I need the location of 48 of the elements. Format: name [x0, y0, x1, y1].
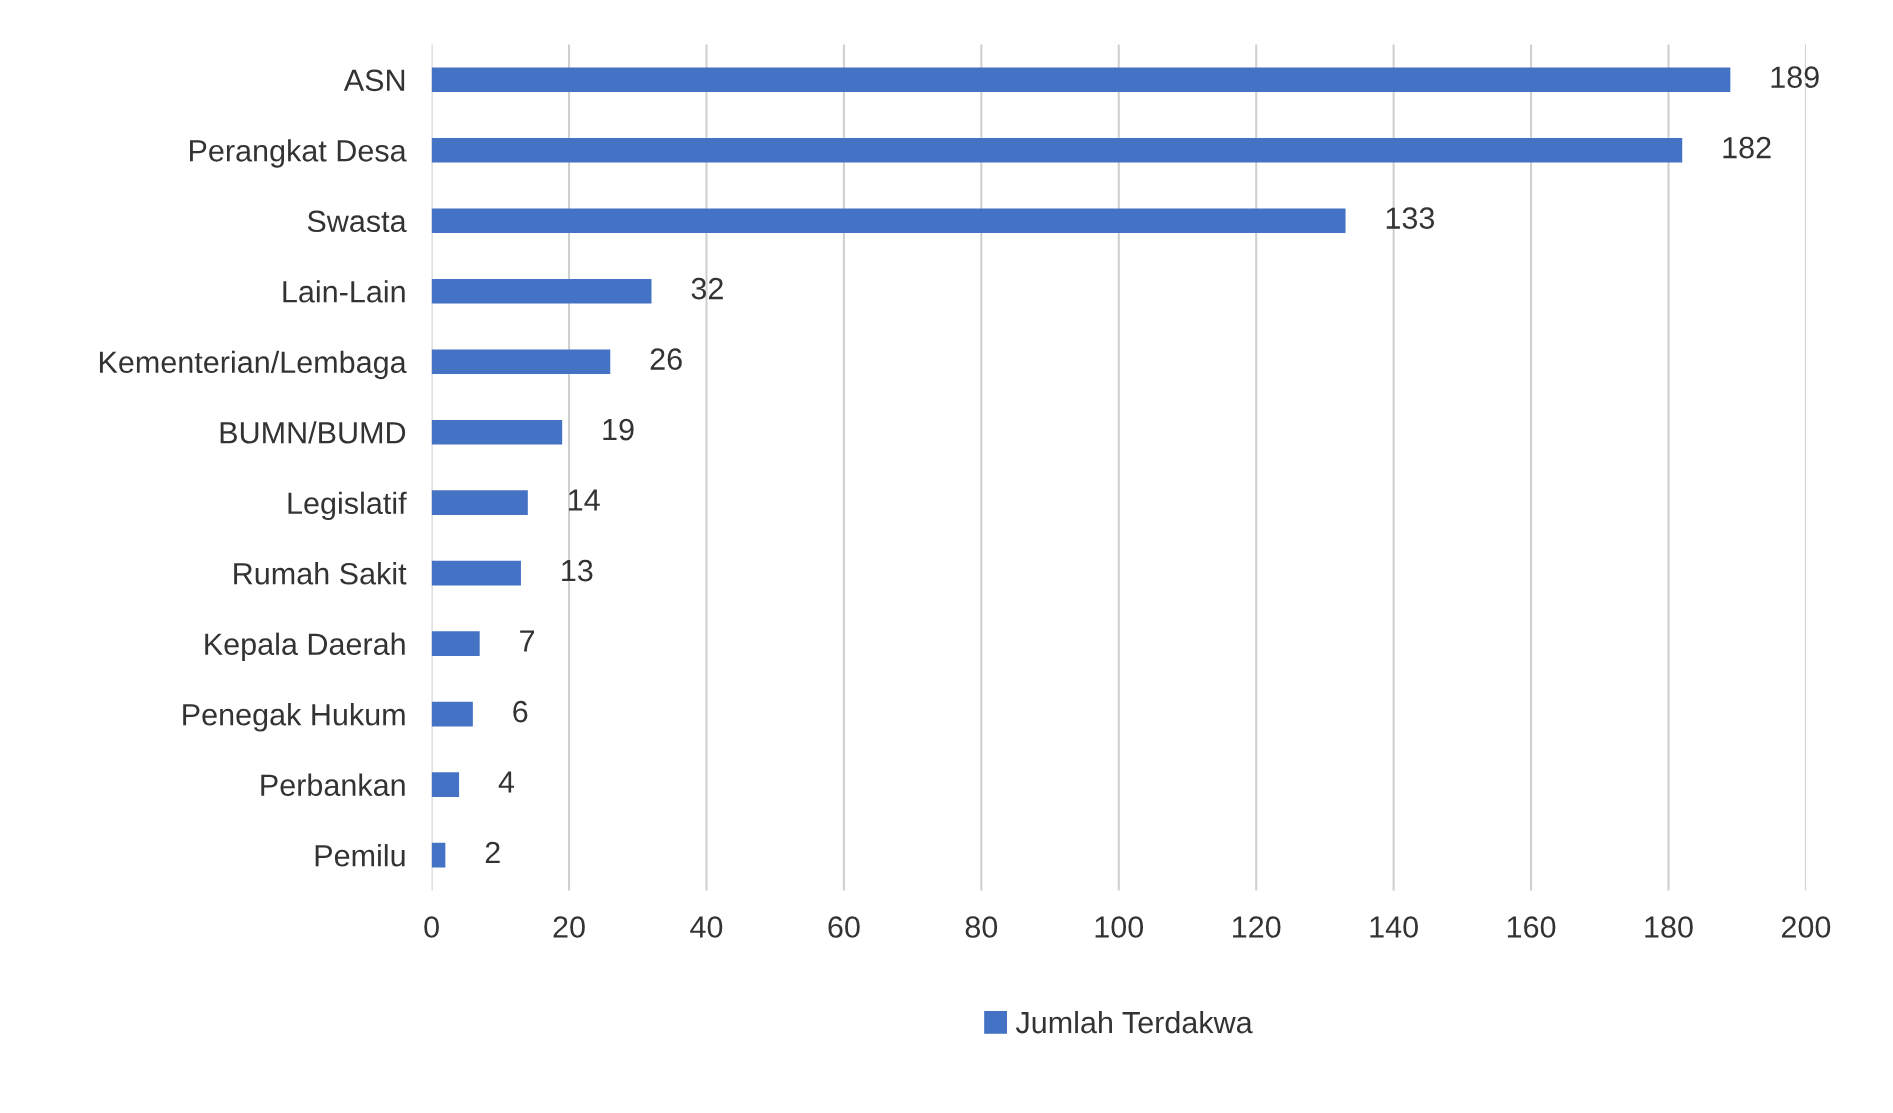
data-label: 26: [650, 348, 682, 370]
y-tick-label: Perangkat Desa: [190, 139, 407, 168]
x-tick-label: 120: [1233, 916, 1281, 938]
data-label: 133: [1386, 207, 1435, 229]
y-tick-label: Kementerian/Lembaga: [99, 350, 407, 380]
y-tick-label: Legislatif: [288, 491, 407, 521]
data-label: 182: [1723, 136, 1771, 159]
y-tick-label: Penegak Hukum: [183, 703, 405, 732]
bar: [431, 842, 446, 868]
x-tick-label: 100: [1095, 916, 1144, 938]
x-tick-label: 160: [1507, 916, 1556, 938]
bar: [431, 208, 1346, 234]
data-label: 14: [569, 489, 600, 511]
bar: [431, 772, 460, 797]
data-label: 6: [513, 700, 528, 723]
x-tick-label: 200: [1781, 916, 1831, 938]
x-tick-label: 60: [828, 916, 860, 938]
x-tick-label: 80: [965, 916, 998, 938]
y-tick-label: BUMN/BUMD: [220, 421, 406, 444]
data-label: 19: [603, 418, 634, 441]
bar: [431, 631, 480, 657]
data-label: 4: [498, 771, 515, 793]
y-tick-label: Pemilu: [315, 844, 405, 867]
bar: [431, 560, 521, 586]
bar: [431, 137, 1683, 163]
y-tick-label: Lain-Lain: [283, 280, 405, 303]
x-tick-label: 20: [553, 916, 585, 938]
data-label: 189: [1771, 66, 1819, 88]
x-tick-label: 180: [1645, 916, 1693, 938]
y-tick-label: ASN: [343, 69, 405, 92]
x-tick-label: 0: [424, 916, 439, 938]
y-tick-label: Rumah Sakit: [234, 562, 407, 585]
x-tick-label: 140: [1370, 916, 1418, 938]
data-label: 7: [520, 630, 535, 652]
bar: [431, 419, 563, 445]
bar: [431, 490, 528, 516]
bar: [431, 349, 611, 375]
bar: [431, 278, 652, 304]
data-label: 2: [485, 841, 500, 864]
legend-label: Jumlah Terdakwa: [1015, 1010, 1253, 1034]
y-tick-label: Kepala Daerah: [205, 632, 405, 662]
y-tick-label: Perbankan: [261, 773, 405, 797]
data-label: 13: [562, 559, 593, 582]
y-tick-label: Swasta: [307, 210, 407, 233]
x-tick-label: 40: [690, 916, 723, 938]
bar: [431, 67, 1731, 93]
bar: [431, 701, 473, 727]
data-label: 32: [691, 277, 723, 300]
